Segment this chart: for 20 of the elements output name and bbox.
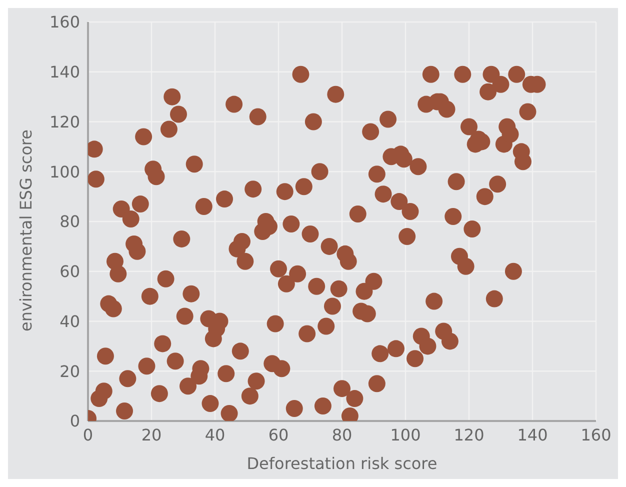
y-tick-label: 100 — [49, 162, 80, 182]
x-tick-label: 140 — [517, 425, 548, 444]
y-axis-title: environmental ESG score — [16, 130, 36, 332]
x-tick-label: 120 — [454, 425, 484, 444]
y-tick-label: 160 — [49, 12, 80, 32]
x-tick-label: 20 — [141, 425, 162, 444]
y-tick-label: 0 — [70, 412, 80, 431]
x-tick-label: 100 — [390, 425, 421, 444]
x-axis-title: Deforestation risk score — [246, 454, 438, 473]
y-tick-label: 40 — [60, 312, 80, 331]
x-tick-label: 0 — [82, 425, 94, 444]
x-tick-label: 80 — [332, 425, 352, 444]
y-tick-label: 60 — [60, 262, 80, 282]
x-tick-label: 160 — [580, 425, 612, 444]
x-tick-label: 60 — [268, 425, 289, 444]
y-tick-label: 120 — [49, 112, 80, 132]
y-tick-label: 80 — [60, 212, 80, 232]
y-tick-label: 140 — [49, 62, 80, 82]
y-tick-label: 20 — [60, 362, 80, 381]
x-tick-label: 40 — [204, 425, 226, 444]
